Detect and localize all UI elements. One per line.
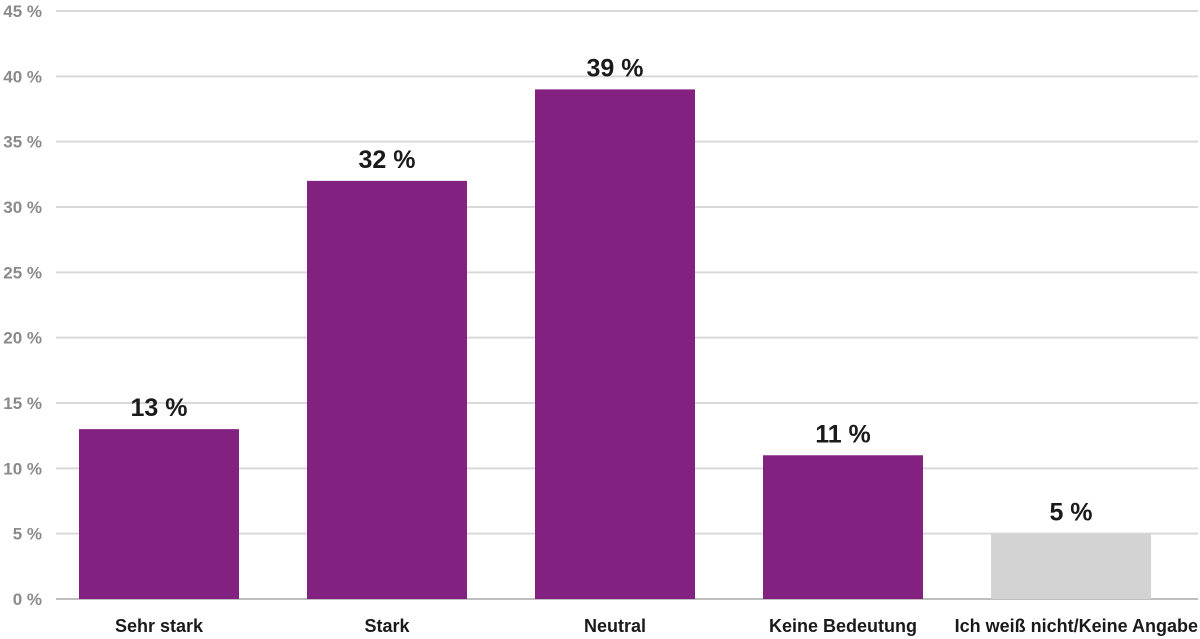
y-tick-label: 20 % bbox=[3, 329, 42, 348]
y-tick-label: 15 % bbox=[3, 394, 42, 413]
bar-2 bbox=[535, 89, 695, 600]
bar-0 bbox=[79, 429, 239, 599]
y-tick-label: 35 % bbox=[3, 133, 42, 152]
data-label: 11 % bbox=[815, 420, 871, 448]
category-label: Stark bbox=[364, 616, 410, 636]
category-label: Sehr stark bbox=[115, 616, 204, 636]
y-tick-label: 40 % bbox=[3, 67, 42, 86]
data-labels: 13 % 32 % 39 % 11 % 5 % bbox=[131, 54, 1093, 526]
bars bbox=[79, 89, 1151, 600]
y-tick-label: 0 % bbox=[13, 590, 42, 609]
y-tick-label: 45 % bbox=[3, 2, 42, 21]
y-axis-tick-labels: 0 % 5 % 10 % 15 % 20 % 25 % 30 % 35 % 40 % 45 % bbox=[3, 2, 42, 609]
category-label: Neutral bbox=[584, 616, 646, 636]
y-tick-label: 25 % bbox=[3, 263, 42, 282]
y-tick-label: 10 % bbox=[3, 459, 42, 478]
category-label: Ich weiß nicht/Keine Angabe bbox=[955, 616, 1198, 636]
bar-3 bbox=[763, 455, 923, 599]
bar-1 bbox=[307, 180, 467, 599]
data-label: 5 % bbox=[1049, 499, 1092, 527]
data-label: 13 % bbox=[131, 394, 188, 422]
bar-4 bbox=[991, 533, 1151, 599]
data-label: 39 % bbox=[587, 54, 644, 82]
y-tick-label: 30 % bbox=[3, 198, 42, 217]
data-label: 32 % bbox=[359, 146, 416, 174]
category-labels: Sehr stark Stark Neutral Keine Bedeutung Ich… bbox=[115, 616, 1198, 636]
category-label: Keine Bedeutung bbox=[769, 616, 917, 636]
y-tick-label: 5 % bbox=[13, 525, 42, 544]
